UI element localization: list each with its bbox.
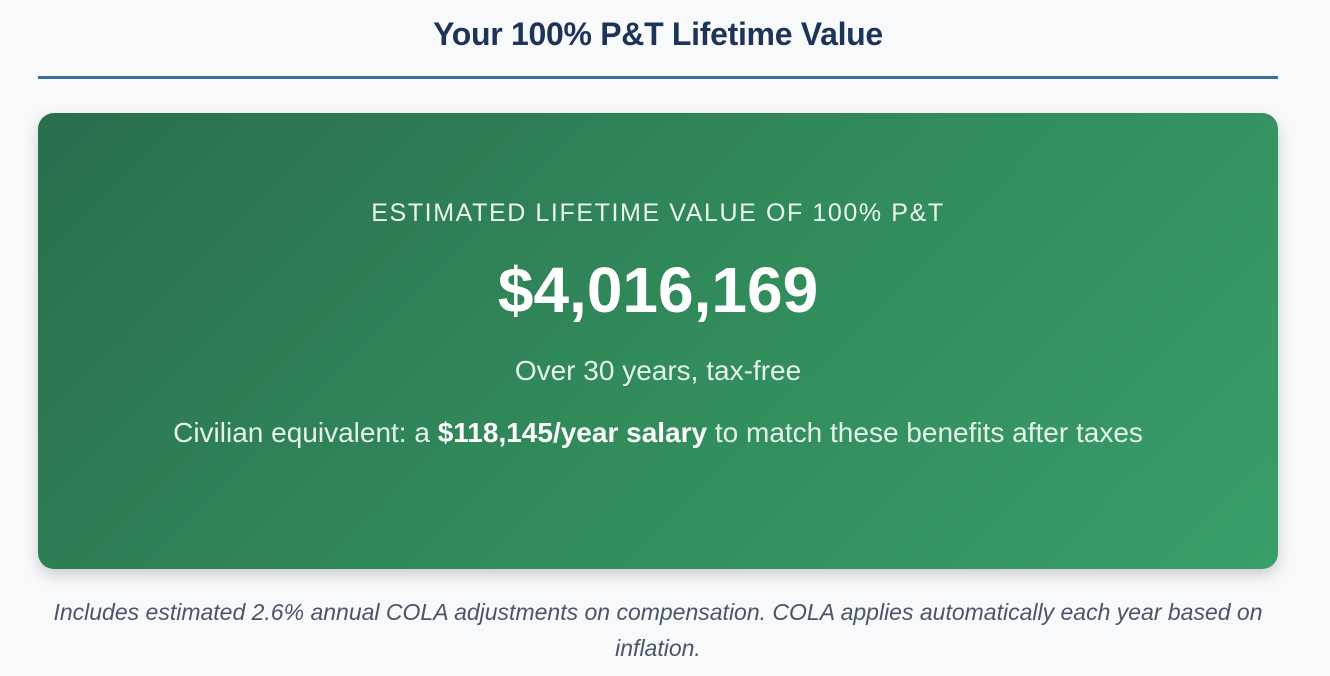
lifetime-value-amount: $4,016,169 <box>497 254 819 326</box>
cola-footnote: Includes estimated 2.6% annual COLA adju… <box>53 599 1263 661</box>
civilian-equivalent-text: Civilian equivalent: a $118,145/year sal… <box>118 415 1198 451</box>
section-title: Your 100% P&T Lifetime Value <box>433 16 883 52</box>
title-divider <box>38 76 1278 79</box>
civilian-suffix: to match these benefits after taxes <box>707 417 1143 448</box>
duration-subtitle: Over 30 years, tax-free <box>514 355 802 386</box>
civilian-salary-value: $118,145/year salary <box>437 417 708 448</box>
card-eyebrow-label: ESTIMATED LIFETIME VALUE OF 100% P&T <box>371 199 945 227</box>
lifetime-value-card: ESTIMATED LIFETIME VALUE OF 100% P&T $4,… <box>38 113 1278 569</box>
civilian-prefix: Civilian equivalent: a <box>173 417 438 448</box>
